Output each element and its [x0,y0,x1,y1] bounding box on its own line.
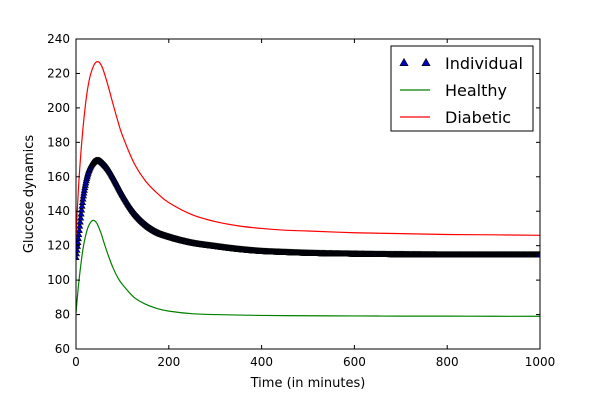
x-axis-ticks: 0 200 400 600 800 1000 [72,39,555,369]
marker-individual [77,214,85,221]
marker-individual [78,202,86,209]
plot-frame [75,38,541,350]
legend-label-diabetic: Diabetic [445,108,511,127]
x-tick-label: 800 [436,355,459,369]
x-tick-label: 200 [157,355,180,369]
y-tick-label: 60 [55,342,70,356]
y-tick-label: 80 [55,308,70,322]
legend-entry-individual: Individual [399,54,523,73]
legend-swatch-individual [421,57,431,66]
y-tick-label: 120 [47,239,70,253]
series-line-healthy [76,219,540,317]
legend-label-individual: Individual [445,54,523,73]
legend-entries: Individual Healthy Diabetic [399,54,523,127]
legend: Individual Healthy Diabetic [390,45,534,132]
marker-individual [76,230,83,238]
y-tick-label: 200 [47,101,70,115]
x-tick-label: 1000 [525,355,556,369]
legend-swatch-individual [399,57,409,66]
y-tick-label: 100 [47,273,70,287]
y-tick-label: 220 [47,66,70,80]
x-axis-label: Time (in minutes) [250,376,366,391]
marker-individual [76,226,83,233]
marker-individual [76,222,84,229]
series-line-diabetic [76,60,540,238]
marker-individual [78,198,87,205]
y-tick-label: 140 [47,204,70,218]
legend-label-healthy: Healthy [445,81,507,100]
y-axis-ticks: 60 80 100 120 140 160 180 200 220 240 [47,32,540,356]
legend-entry-healthy: Healthy [400,81,507,100]
x-tick-label: 0 [72,355,80,369]
y-axis-label: Glucose dynamics [22,135,37,254]
y-tick-label: 180 [47,135,70,149]
legend-entry-diabetic: Diabetic [400,108,511,127]
series-layer [76,60,540,317]
marker-individual [77,210,85,217]
marker-individual [76,234,82,242]
marker-individual [77,206,86,213]
marker-individual [76,218,84,225]
x-tick-label: 600 [343,355,366,369]
y-tick-label: 240 [47,32,70,46]
marker-individual [536,251,540,258]
series-markers-individual [76,156,540,261]
marker-individual [79,195,87,202]
x-tick-label: 400 [250,355,273,369]
y-tick-label: 160 [47,170,70,184]
